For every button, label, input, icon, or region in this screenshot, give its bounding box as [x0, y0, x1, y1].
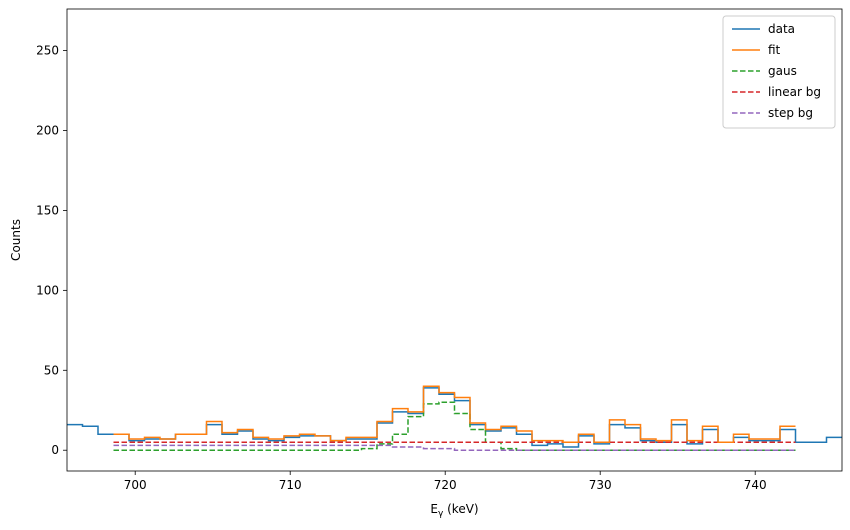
legend-label-step-bg: step bg: [768, 106, 813, 120]
x-tick-label: 730: [589, 478, 612, 492]
y-axis-label: Counts: [9, 219, 23, 261]
y-axis: 0 50 100 150 200 250: [36, 44, 67, 457]
legend-label-fit: fit: [768, 43, 781, 57]
legend-label-linear-bg: linear bg: [768, 85, 821, 99]
legend-box: [722, 15, 836, 129]
legend-label-data: data: [768, 22, 795, 36]
series-step-bg: [113, 444, 796, 451]
plot-frame: [66, 8, 843, 472]
y-tick-label: 100: [36, 283, 59, 297]
y-tick-label: 50: [44, 363, 59, 377]
x-tick-label: 710: [279, 478, 302, 492]
x-tick-label: 740: [744, 478, 767, 492]
y-tick-label: 200: [36, 123, 59, 137]
series-fit: [113, 385, 796, 443]
series-layer: [67, 385, 842, 451]
y-tick-label: 250: [36, 44, 59, 58]
legend-label-gaus: gaus: [768, 64, 797, 78]
y-tick-label: 0: [51, 443, 59, 457]
x-tick-label: 700: [124, 478, 147, 492]
legend: data fit gaus linear bg step bg: [722, 15, 836, 129]
y-tick-label: 150: [36, 203, 59, 217]
x-tick-label: 720: [434, 478, 457, 492]
x-axis: 700 710 720 730 740: [124, 471, 767, 492]
x-axis-label: Eγ (keV): [430, 502, 478, 519]
